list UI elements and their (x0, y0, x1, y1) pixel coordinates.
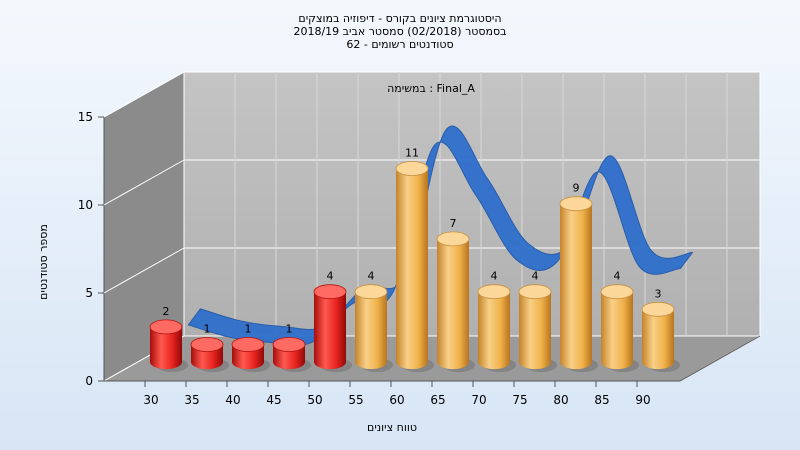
bar-top (231, 337, 265, 352)
grid-line-left (103, 159, 185, 206)
bar-value-label: 1 (286, 323, 293, 336)
bar: 4 (477, 270, 516, 373)
chart-title: היסטוגרמת ציונים בקורס - דיפוזיה במוצקים… (293, 12, 506, 51)
bar-body (560, 203, 592, 370)
bar-body (150, 326, 182, 370)
back-wall (183, 71, 761, 337)
bar: 2 (149, 305, 188, 373)
grid-line-left (103, 71, 185, 118)
outer-frame (103, 117, 761, 382)
bar-value-label: 1 (204, 323, 211, 336)
x-tick-label: 85 (594, 393, 609, 407)
bar: 1 (190, 323, 229, 373)
bar-body (437, 238, 469, 370)
chart-subtitle: במשימה : Final_A (387, 82, 475, 95)
axes: 0 5 10 15 30 35 40 45 50 55 60 65 70 75 80 85 90 (78, 110, 651, 407)
bar-value-label: 4 (532, 270, 539, 283)
bar-value-label: 11 (405, 147, 419, 160)
bar: 4 (313, 270, 352, 373)
bar-value-label: 9 (573, 182, 580, 195)
bar-value-label: 4 (491, 270, 498, 283)
bar-body (642, 309, 674, 370)
x-tick-label: 50 (307, 393, 322, 407)
x-tick-label: 45 (266, 393, 281, 407)
bar-value-label: 4 (614, 270, 621, 283)
bar-top (436, 231, 470, 247)
bar: 1 (272, 323, 311, 373)
bar-top (149, 319, 183, 335)
grid (103, 71, 760, 336)
title-line-2: בסמסטר (02/2018) סמסטר אביב 2018/19 (293, 25, 506, 38)
y-axis-title: מספר סטודנטים (37, 224, 50, 300)
x-tick-label: 40 (225, 393, 240, 407)
bar-body (396, 168, 428, 370)
bar-top (190, 337, 224, 352)
x-tick-label: 65 (430, 393, 445, 407)
bar-value-label: 3 (655, 287, 662, 300)
bar-value-label: 2 (163, 305, 170, 318)
bar-top (272, 337, 306, 352)
x-tick-label: 90 (635, 393, 650, 407)
bar: 9 (559, 182, 598, 373)
bar: 7 (436, 217, 475, 373)
x-tick-label: 35 (184, 393, 199, 407)
y-tick-label: 15 (78, 110, 93, 124)
bar: 4 (354, 270, 393, 373)
y-tick-label: 10 (78, 198, 93, 212)
x-tick-label: 60 (389, 393, 404, 407)
bar-value-label: 1 (245, 323, 252, 336)
bar-body (519, 291, 551, 370)
y-tick-label: 0 (85, 374, 93, 388)
bar: 11 (395, 147, 434, 373)
x-tick-label: 75 (512, 393, 527, 407)
bar-top (477, 284, 511, 300)
title-line-1: היסטוגרמת ציונים בקורס - דיפוזיה במוצקים (298, 12, 501, 25)
x-tick-label: 70 (471, 393, 486, 407)
bar-top (559, 196, 593, 212)
bar: 4 (518, 270, 557, 373)
x-tick-label: 80 (553, 393, 568, 407)
bar-body (355, 291, 387, 370)
bar-body (314, 291, 346, 370)
bar-value-label: 4 (327, 270, 334, 283)
bar-top (518, 284, 552, 300)
bar-top (641, 301, 675, 317)
bar-value-label: 7 (450, 217, 457, 230)
bar-top (395, 161, 429, 176)
bar: 3 (641, 287, 680, 373)
bar-top (313, 284, 347, 300)
bar-top (600, 284, 634, 300)
y-tick-label: 5 (85, 286, 93, 300)
title-line-3: סטודנטים רשומים - 62 (346, 38, 453, 51)
bar: 4 (600, 270, 639, 373)
bar-body (601, 291, 633, 370)
bar-body (478, 291, 510, 370)
grid-line-left (103, 247, 185, 294)
x-tick-label: 30 (143, 393, 158, 407)
x-axis-title: טווח ציונים (367, 421, 417, 434)
bar-top (354, 284, 388, 300)
bar-value-label: 4 (368, 270, 375, 283)
bar: 1 (231, 323, 270, 373)
x-tick-label: 55 (348, 393, 363, 407)
